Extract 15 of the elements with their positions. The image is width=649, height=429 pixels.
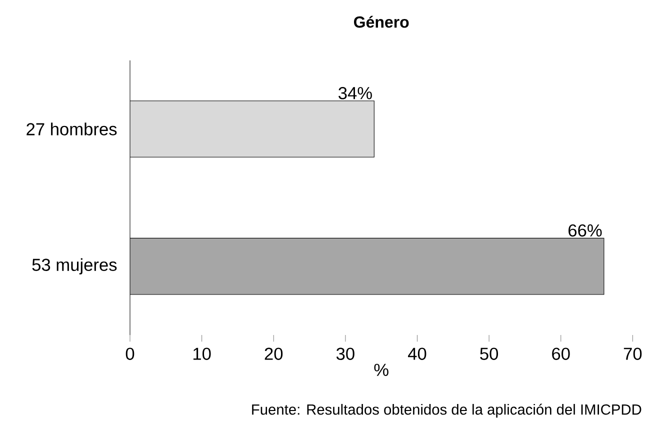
- chart-title: Género: [354, 16, 409, 28]
- x-axis-title: %: [374, 364, 388, 376]
- y-tick-label: 27 hombres: [26, 122, 117, 136]
- x-tick-label: 20: [264, 348, 283, 360]
- data-label: 66%: [568, 224, 602, 237]
- x-tick-label: 30: [336, 348, 354, 360]
- x-tick-label: 70: [624, 348, 642, 360]
- x-tick-label: 60: [552, 348, 570, 360]
- data-label: 34%: [338, 86, 372, 100]
- source-note: Fuente: Resultados obtenidos de la aplicación del IMICPDD: [252, 404, 642, 418]
- x-tick-label: 50: [480, 348, 498, 360]
- x-tick-label: 0: [126, 348, 134, 360]
- x-tick-label: 40: [408, 348, 426, 360]
- x-tick-label: 10: [193, 348, 211, 360]
- y-tick-label: 53 mujeres: [32, 258, 117, 274]
